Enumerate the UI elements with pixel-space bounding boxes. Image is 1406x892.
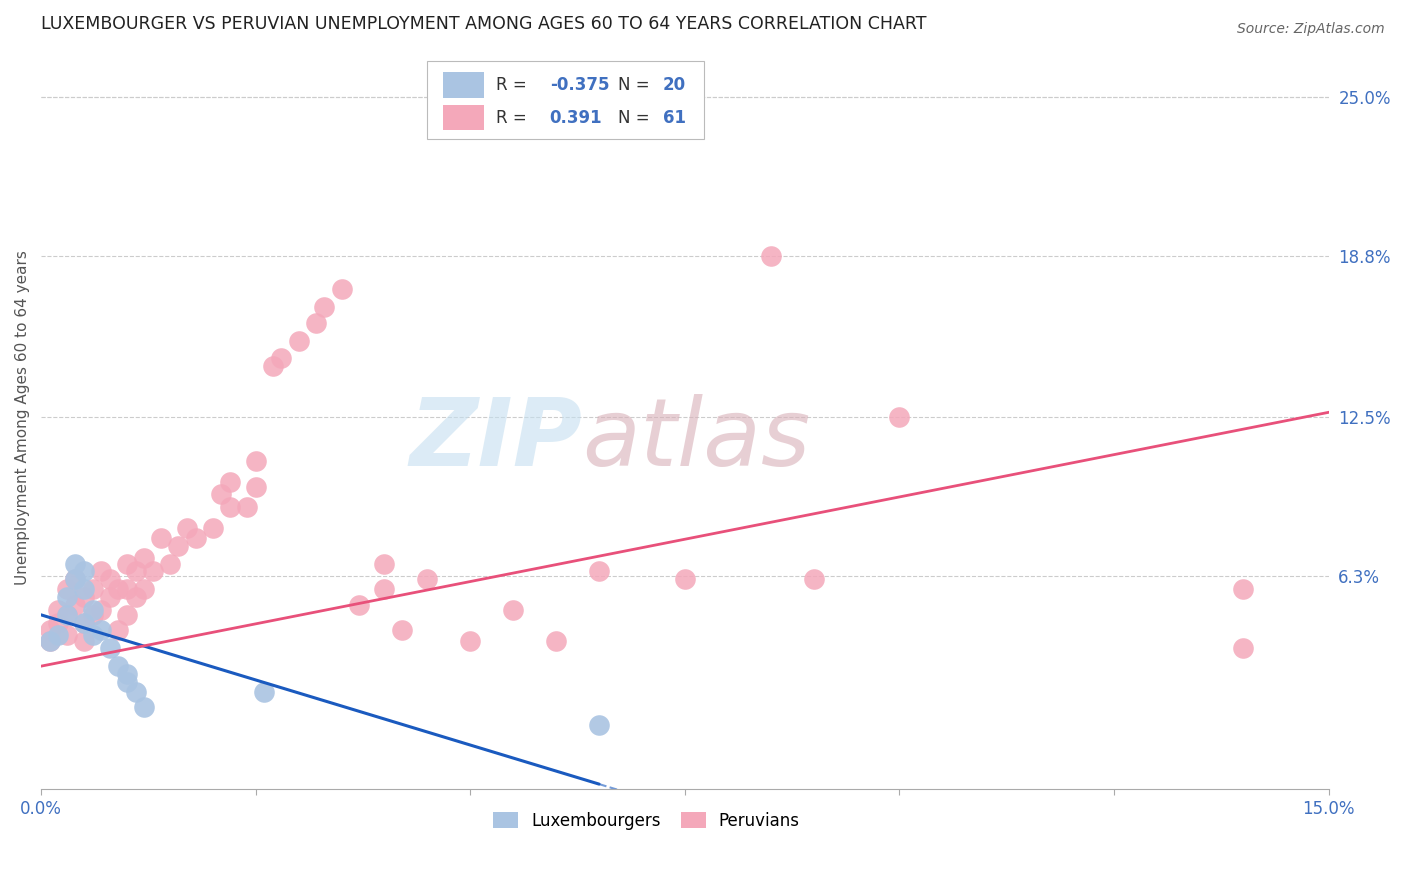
Point [90, 564, 112, 578]
Point [107, 659, 129, 673]
Point [65, 598, 87, 612]
Point [82, 582, 104, 597]
Point [314, 300, 336, 314]
Point [416, 572, 439, 586]
Point [73, 615, 96, 630]
Point [115, 666, 138, 681]
Point [287, 334, 309, 348]
Point [115, 674, 138, 689]
Point [132, 551, 155, 566]
Point [46, 615, 69, 630]
Point [38, 633, 60, 648]
Point [502, 603, 524, 617]
Point [150, 531, 173, 545]
Point [124, 685, 146, 699]
Point [73, 615, 96, 630]
Point [124, 564, 146, 578]
Point [82, 628, 104, 642]
Text: -0.375: -0.375 [550, 76, 609, 94]
Point [305, 316, 328, 330]
Point [73, 590, 96, 604]
Text: LUXEMBOURGER VS PERUVIAN UNEMPLOYMENT AMONG AGES 60 TO 64 YEARS CORRELATION CHAR: LUXEMBOURGER VS PERUVIAN UNEMPLOYMENT AM… [41, 15, 927, 33]
Point [56, 590, 79, 604]
Point [38, 624, 60, 638]
Point [82, 607, 104, 622]
Point [159, 557, 181, 571]
Text: atlas: atlas [582, 394, 810, 485]
Point [56, 607, 79, 622]
Point [245, 480, 267, 494]
Point [115, 557, 138, 571]
Point [184, 531, 207, 545]
Point [176, 521, 198, 535]
Text: R =: R = [495, 76, 531, 94]
Point [124, 590, 146, 604]
Point [245, 454, 267, 468]
Point [167, 539, 190, 553]
Point [90, 624, 112, 638]
Point [373, 582, 395, 597]
Text: Source: ZipAtlas.com: Source: ZipAtlas.com [1237, 22, 1385, 37]
Text: 61: 61 [664, 109, 686, 127]
Point [236, 500, 259, 515]
Point [98, 572, 121, 586]
FancyBboxPatch shape [443, 105, 484, 130]
Point [65, 557, 87, 571]
Point [262, 359, 284, 373]
Text: N =: N = [617, 76, 655, 94]
Point [142, 564, 165, 578]
Point [107, 624, 129, 638]
Point [73, 564, 96, 578]
Y-axis label: Unemployment Among Ages 60 to 64 years: Unemployment Among Ages 60 to 64 years [15, 250, 30, 585]
Point [98, 641, 121, 656]
Text: R =: R = [495, 109, 537, 127]
Point [38, 633, 60, 648]
FancyBboxPatch shape [427, 61, 704, 138]
Point [889, 410, 911, 425]
Text: N =: N = [617, 109, 655, 127]
Point [253, 685, 276, 699]
Point [56, 628, 79, 642]
Point [330, 282, 353, 296]
Text: ZIP: ZIP [409, 393, 582, 486]
Point [115, 607, 138, 622]
Point [98, 590, 121, 604]
Point [1232, 641, 1254, 656]
Point [546, 633, 568, 648]
Point [90, 603, 112, 617]
Point [65, 572, 87, 586]
Point [391, 624, 413, 638]
Point [82, 603, 104, 617]
Point [46, 603, 69, 617]
Point [759, 249, 782, 263]
Point [201, 521, 224, 535]
Point [673, 572, 696, 586]
Point [115, 582, 138, 597]
Point [132, 582, 155, 597]
FancyBboxPatch shape [443, 72, 484, 98]
Legend: Luxembourgers, Peruvians: Luxembourgers, Peruvians [486, 805, 807, 837]
Point [347, 598, 370, 612]
Text: 0.391: 0.391 [550, 109, 602, 127]
Point [1232, 582, 1254, 597]
Point [56, 607, 79, 622]
Point [458, 633, 481, 648]
Point [46, 628, 69, 642]
Point [73, 633, 96, 648]
Point [588, 564, 610, 578]
Point [107, 582, 129, 597]
Point [73, 582, 96, 597]
Point [56, 582, 79, 597]
Point [270, 351, 292, 366]
Point [209, 487, 232, 501]
Point [65, 572, 87, 586]
Point [219, 475, 242, 489]
Point [373, 557, 395, 571]
Point [132, 700, 155, 714]
Point [219, 500, 242, 515]
Text: 20: 20 [664, 76, 686, 94]
Point [588, 718, 610, 732]
Point [803, 572, 825, 586]
